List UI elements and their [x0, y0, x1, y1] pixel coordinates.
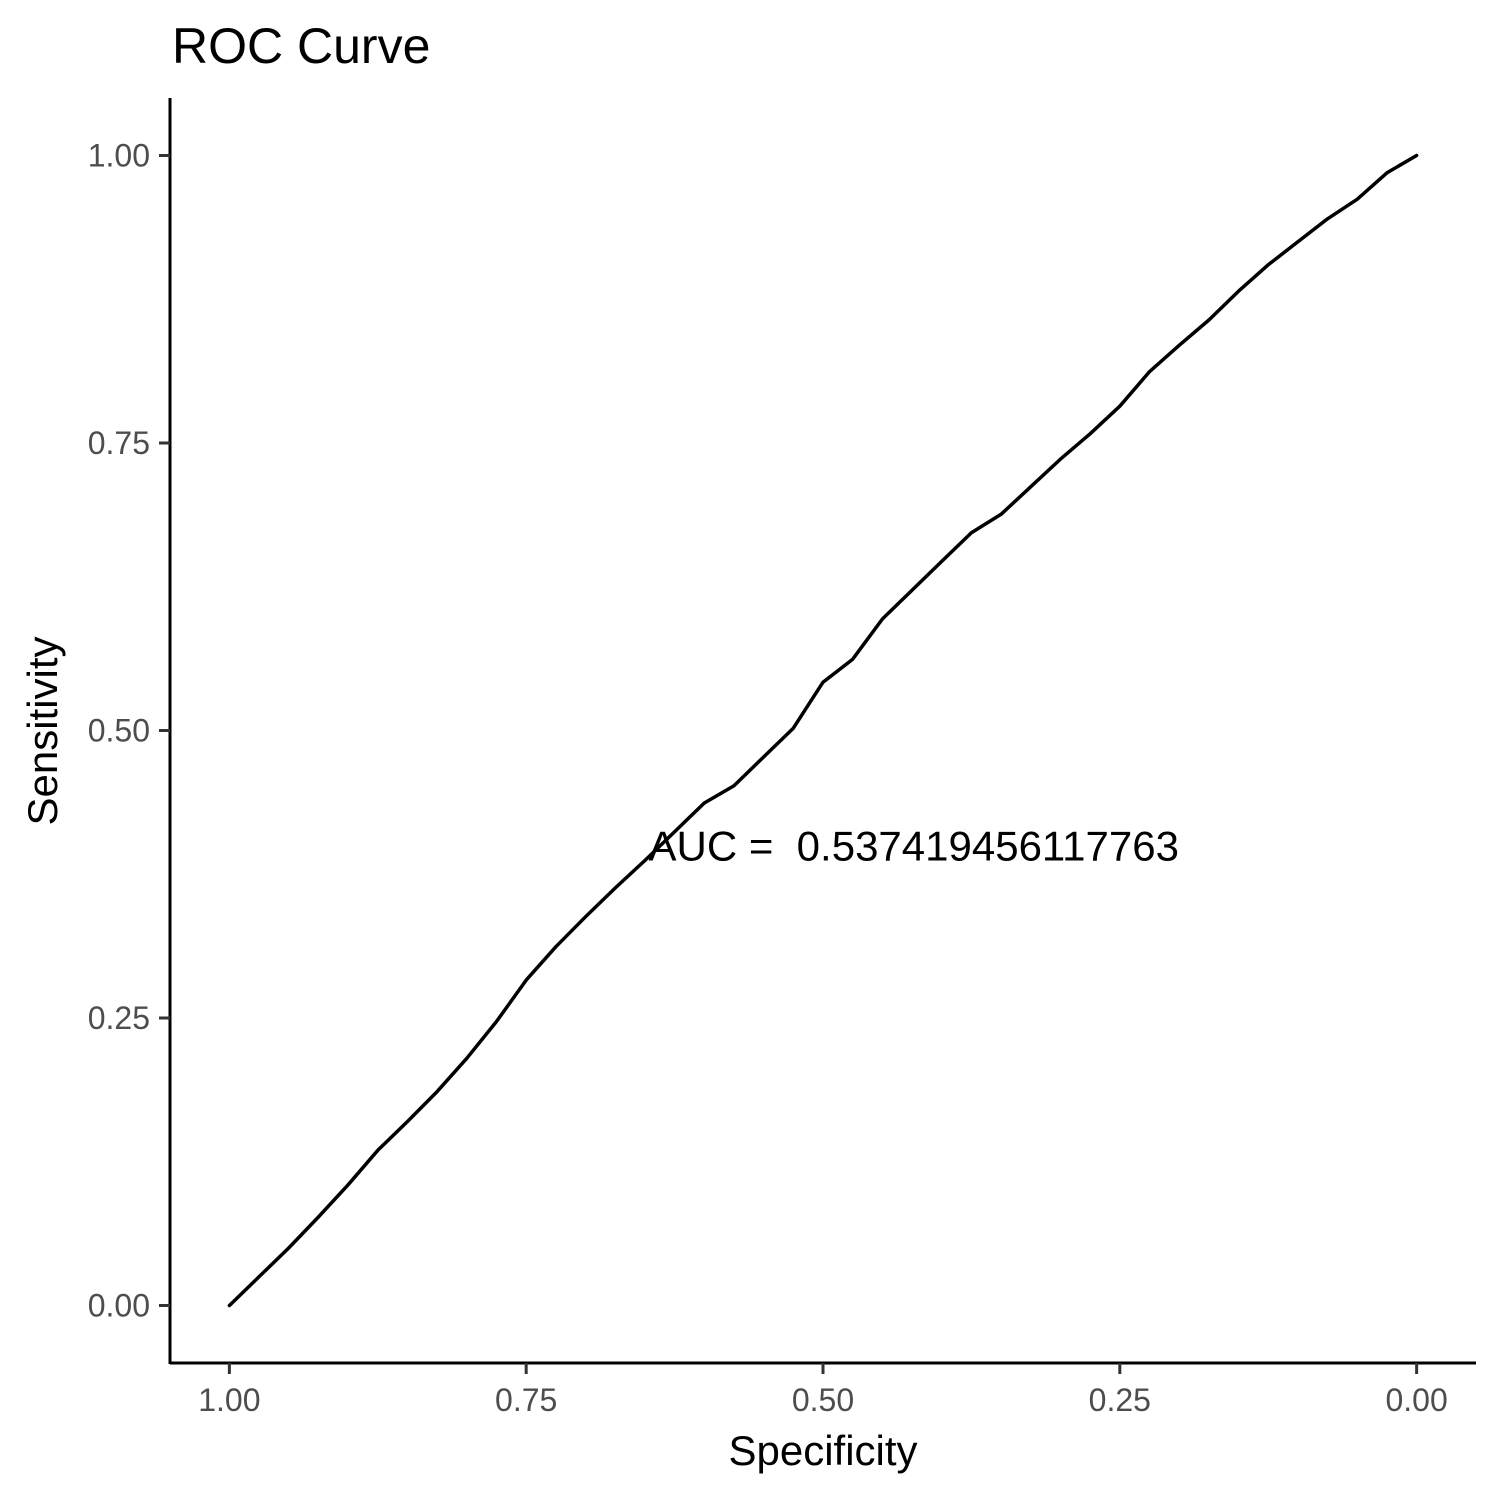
plot-area: AUC = 0.537419456117763	[227, 153, 1419, 1308]
chart-title: ROC Curve	[172, 18, 430, 74]
x-tick-label: 0.75	[495, 1382, 557, 1418]
y-axis-ticks: 0.00 0.25 0.50 0.75 1.00	[88, 138, 170, 1324]
y-tick-label: 0.50	[88, 713, 150, 749]
x-axis-ticks: 1.00 0.75 0.50 0.25 0.00	[198, 1363, 1448, 1418]
y-tick-label: 0.75	[88, 425, 150, 461]
x-tick-label: 0.00	[1385, 1382, 1447, 1418]
y-tick-label: 1.00	[88, 138, 150, 174]
y-tick-label: 0.00	[88, 1288, 150, 1324]
x-axis-title: Specificity	[728, 1427, 917, 1474]
x-tick-label: 1.00	[198, 1382, 260, 1418]
roc-series-line	[227, 153, 1419, 1308]
x-tick-label: 0.25	[1089, 1382, 1151, 1418]
y-axis-title: Sensitivity	[19, 636, 66, 825]
annotations: AUC = 0.537419456117763	[648, 823, 1179, 870]
auc-annotation: AUC = 0.537419456117763	[648, 823, 1179, 870]
y-tick-label: 0.25	[88, 1000, 150, 1036]
x-tick-label: 0.50	[792, 1382, 854, 1418]
